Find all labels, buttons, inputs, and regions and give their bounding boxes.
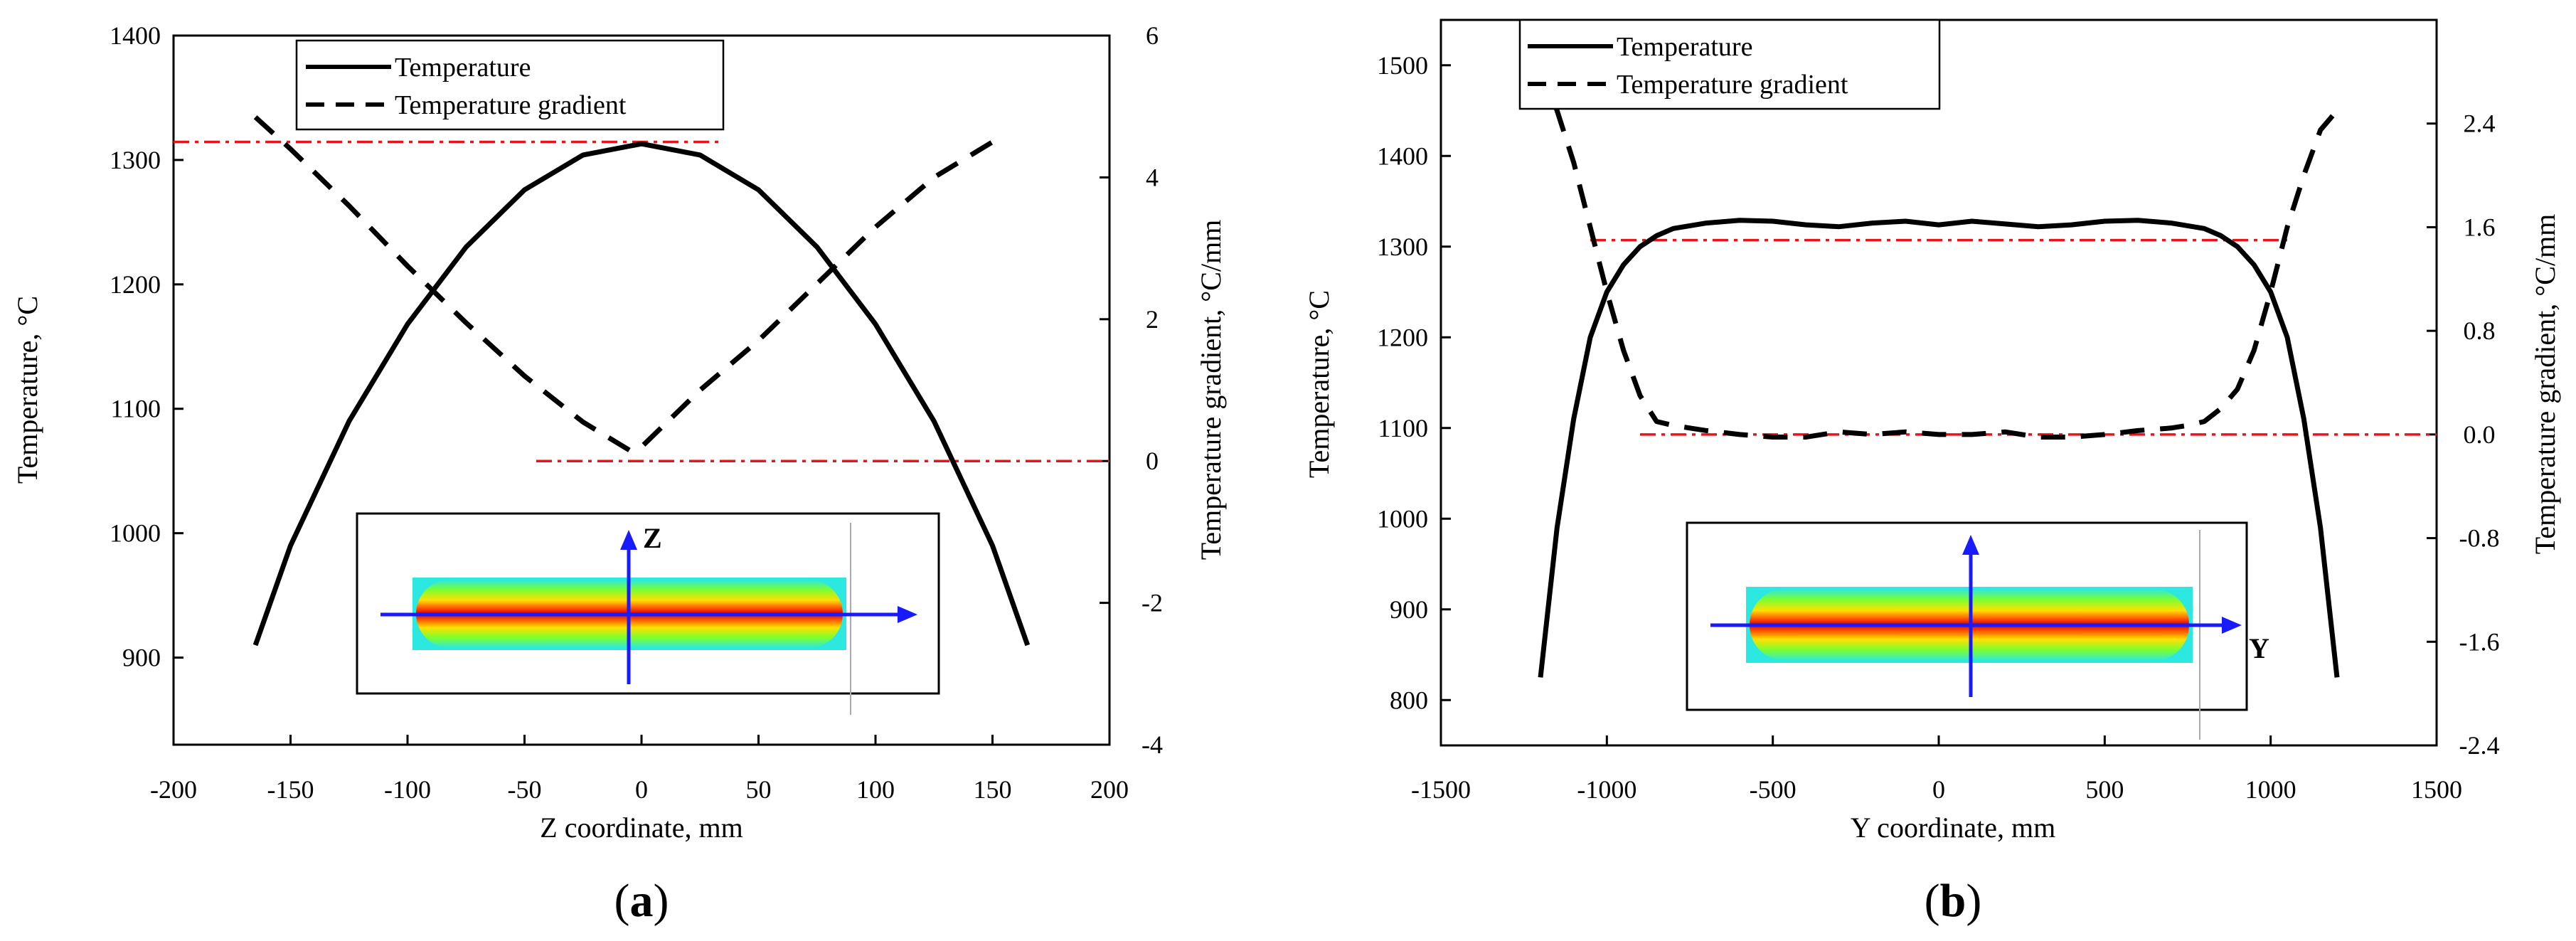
y-tick-label-a: 1300 bbox=[110, 146, 161, 174]
panel-caption-b: (b) bbox=[1925, 875, 1982, 927]
x-axis-label-a: Z coordinate, mm bbox=[540, 812, 743, 844]
inset-z-arrowhead-b bbox=[1962, 535, 1979, 555]
x-tick-label-a: 0 bbox=[635, 775, 648, 804]
y-tick-label-a: 1100 bbox=[110, 395, 161, 423]
x-axis-label-b: Y coordinate, mm bbox=[1851, 812, 2055, 844]
x-tick-label-a: -200 bbox=[150, 775, 197, 804]
inset-b: Y bbox=[1686, 521, 2269, 740]
series-line-temperature-gradient-a bbox=[253, 115, 994, 453]
inset-z-arrowhead-a bbox=[620, 530, 637, 550]
y-tick-label-a: 900 bbox=[122, 644, 161, 672]
y2-tick-label-a: 6 bbox=[1146, 21, 1159, 50]
inset-y-arrowhead-b bbox=[2222, 617, 2242, 634]
panel-a: -200 -150 -100 -50 0 50 100 150 200 900 1000 1100 12… bbox=[11, 21, 1227, 927]
y2-tick-label-a: -2 bbox=[1141, 589, 1163, 617]
inset-axis-label-a: Z bbox=[643, 522, 662, 554]
y-tick-label-b: 1100 bbox=[1378, 414, 1428, 442]
x-tick-label-b: 1000 bbox=[2245, 775, 2296, 804]
y2-tick-label-a: 4 bbox=[1146, 163, 1159, 191]
series-line-temperature-gradient-b bbox=[1538, 70, 2339, 440]
inset-axis-label-b: Y bbox=[2249, 632, 2269, 664]
y2-axis-label-a: Temperature gradient, °C/mm bbox=[1195, 220, 1227, 560]
y2-axis-label-b: Temperature gradient, °C/mm bbox=[2529, 214, 2561, 555]
x-tick-label-a: 50 bbox=[746, 775, 772, 804]
ticks-b: -1500 -1000 -500 0 500 1000 1500 800 900 1000 1100… bbox=[1377, 51, 2500, 804]
y-tick-label-a: 1000 bbox=[110, 519, 161, 548]
x-tick-label-b: 1500 bbox=[2411, 775, 2462, 804]
x-tick-label-b: 500 bbox=[2085, 775, 2124, 804]
y2-tick-label-a: 2 bbox=[1146, 305, 1159, 334]
y-tick-label-b: 1300 bbox=[1377, 233, 1428, 261]
y-tick-label-b: 1500 bbox=[1377, 51, 1428, 80]
series-line-temperature-b bbox=[1538, 218, 2340, 678]
legend-b: Temperature Temperature gradient bbox=[1518, 18, 1941, 110]
y-axis-label-b: Temperature, °C bbox=[1303, 290, 1335, 478]
y2-tick-label-b: -1.6 bbox=[2459, 627, 2500, 656]
y2-tick-label-b: 0.0 bbox=[2464, 420, 2496, 449]
x-tick-label-b: -500 bbox=[1750, 775, 1797, 804]
x-tick-label-a: 150 bbox=[974, 775, 1012, 804]
y-tick-label-b: 1200 bbox=[1377, 323, 1428, 351]
panel-b: -1500 -1000 -500 0 500 1000 1500 800 900 1000 1100… bbox=[1303, 18, 2561, 927]
y-tick-label-b: 1000 bbox=[1377, 504, 1428, 533]
y-axis-label-a: Temperature, °C bbox=[11, 296, 43, 484]
inset-a: Z bbox=[356, 512, 940, 715]
inset-x-arrowhead-a bbox=[898, 606, 917, 623]
panel-caption-a: (a) bbox=[614, 875, 669, 927]
x-tick-label-b: -1000 bbox=[1577, 775, 1636, 804]
ticks-a: -200 -150 -100 -50 0 50 100 150 200 900 1000 1100 12… bbox=[110, 21, 1163, 804]
series-b bbox=[1538, 70, 2340, 678]
y2-tick-label-a: 0 bbox=[1146, 447, 1159, 475]
y-tick-label-b: 800 bbox=[1390, 686, 1428, 714]
y2-tick-label-b: 1.6 bbox=[2464, 213, 2496, 241]
legend-label-gradient-a: Temperature gradient bbox=[395, 90, 627, 120]
panel-caption-b-letter: b bbox=[1940, 875, 1966, 927]
y2-tick-label-b: 2.4 bbox=[2464, 110, 2496, 138]
x-tick-label-a: -150 bbox=[267, 775, 314, 804]
legend-label-temperature-a: Temperature bbox=[395, 53, 531, 83]
y-tick-label-b: 900 bbox=[1390, 595, 1428, 624]
x-tick-label-a: -50 bbox=[508, 775, 542, 804]
series-line-temperature-a bbox=[252, 141, 1031, 647]
reference-lines-b bbox=[1590, 238, 2437, 436]
y2-tick-label-b: -0.8 bbox=[2459, 524, 2500, 553]
x-tick-label-b: -1500 bbox=[1411, 775, 1471, 804]
x-tick-label-a: 100 bbox=[856, 775, 895, 804]
y-tick-label-b: 1400 bbox=[1377, 142, 1428, 170]
legend-frame-b bbox=[1518, 18, 1941, 110]
y2-tick-label-a: -4 bbox=[1141, 730, 1163, 759]
x-tick-label-b: 0 bbox=[1932, 775, 1945, 804]
legend-label-gradient-b: Temperature gradient bbox=[1617, 70, 1848, 100]
y2-tick-label-b: -2.4 bbox=[2459, 731, 2500, 760]
y2-tick-label-b: 0.8 bbox=[2464, 317, 2496, 345]
legend-a: Temperature Temperature gradient bbox=[295, 39, 725, 131]
legend-label-temperature-b: Temperature bbox=[1617, 32, 1752, 62]
x-tick-label-a: -100 bbox=[384, 775, 431, 804]
y-tick-label-a: 1400 bbox=[110, 21, 161, 50]
reference-lines-a bbox=[174, 140, 1109, 462]
legend-frame-a bbox=[295, 39, 725, 131]
x-tick-label-a: 200 bbox=[1090, 775, 1129, 804]
y-tick-label-a: 1200 bbox=[110, 270, 161, 299]
panel-caption-a-letter: a bbox=[630, 875, 654, 927]
series-a bbox=[252, 115, 1031, 647]
